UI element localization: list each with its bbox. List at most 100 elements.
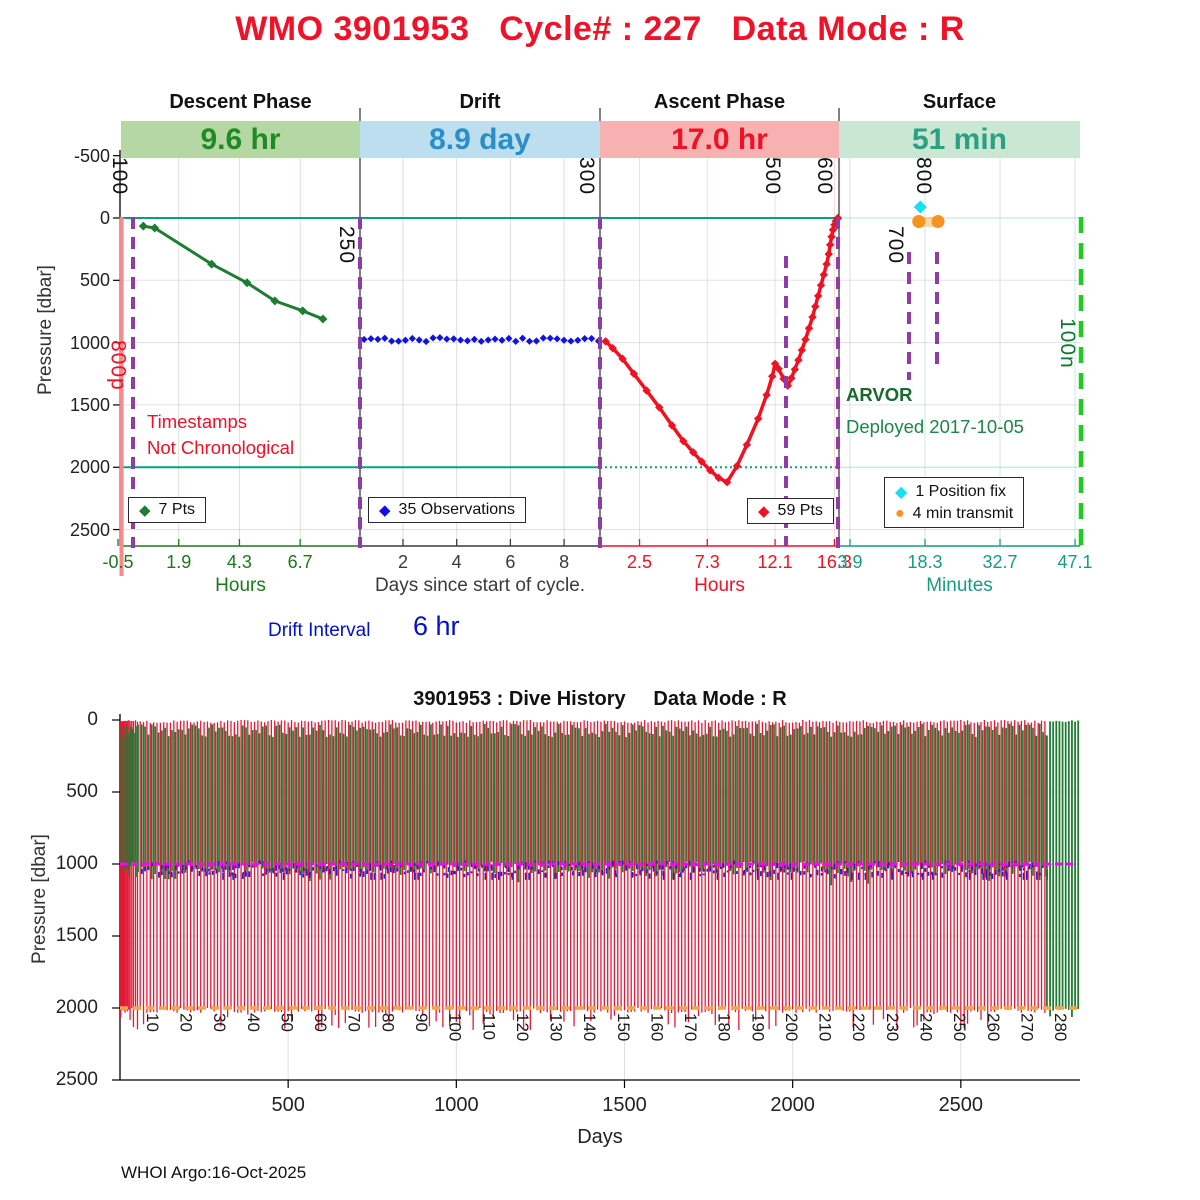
ascent-marker xyxy=(808,312,817,322)
event-line-label-100: 100 xyxy=(108,157,131,196)
top-x-tick-label: 47.1 xyxy=(1057,552,1093,572)
float-model-label: ARVOR xyxy=(846,384,913,405)
cycle-number-label: 200 xyxy=(781,1013,801,1042)
drift-marker xyxy=(381,334,389,342)
drift-marker xyxy=(553,335,561,343)
ascent-marker xyxy=(770,359,780,369)
transmit-marker xyxy=(931,214,945,228)
top-x-tick-label: 3.9 xyxy=(837,552,863,572)
legend-drift: ◆ 35 Observations xyxy=(368,497,527,523)
bottom-y-tick-label: 2500 xyxy=(55,1069,98,1090)
cycle-number-label: 230 xyxy=(882,1013,902,1042)
drift-marker xyxy=(587,334,596,343)
bottom-x-tick-label: 2000 xyxy=(770,1094,815,1116)
ascent-marker xyxy=(697,457,706,466)
drift-marker xyxy=(574,336,582,344)
drift-marker xyxy=(394,337,403,345)
ascent-marker xyxy=(667,421,677,430)
circle-icon: ● xyxy=(895,505,905,522)
top-x-tick-label: 6.7 xyxy=(287,552,313,572)
ascent-marker xyxy=(732,461,742,471)
ascent-marker xyxy=(813,291,823,301)
descent-marker xyxy=(150,223,160,233)
drift-marker xyxy=(498,336,506,344)
ascent-marker xyxy=(762,390,771,400)
cycle-number-label: 130 xyxy=(546,1013,566,1042)
ascent-marker xyxy=(790,365,800,374)
drift-marker xyxy=(429,334,437,342)
drift-marker xyxy=(491,335,499,343)
top-x-tick-label: 2.5 xyxy=(627,552,653,572)
drift-marker xyxy=(532,337,541,345)
cycle-number-label: 30 xyxy=(210,1013,230,1032)
drift-marker xyxy=(463,337,472,345)
top-x-tick-label: 18.3 xyxy=(907,552,943,572)
top-y-tick-label: -500 xyxy=(73,145,110,166)
cycle-number-label: 150 xyxy=(613,1013,633,1042)
phase-banner-ascent: 17.0 hr xyxy=(600,121,839,158)
ascent-marker xyxy=(608,344,617,353)
ascent-marker xyxy=(830,220,839,230)
event-line-label-500: 500 xyxy=(761,157,784,196)
top-y-tick-label: 2500 xyxy=(69,519,110,540)
drift-marker xyxy=(388,337,396,345)
top-y-tick-label: 1500 xyxy=(69,394,110,415)
bottom-y-tick-label: 2000 xyxy=(55,997,98,1018)
ascent-marker xyxy=(801,335,810,344)
descent-marker xyxy=(242,278,252,288)
bottom-y-tick-label: 0 xyxy=(87,709,98,730)
diamond-icon: ◆ xyxy=(379,501,391,519)
cycle-number-label: 240 xyxy=(916,1013,936,1042)
top-x-tick-label: 8 xyxy=(559,552,570,572)
cycle-number-label: 260 xyxy=(983,1013,1003,1042)
top-x-tick-label: 1.9 xyxy=(166,552,192,572)
cycle-number-label: 20 xyxy=(176,1013,196,1032)
descent-marker xyxy=(207,259,217,269)
legend-ascent-label: 59 Pts xyxy=(777,502,823,519)
diamond-icon: ◆ xyxy=(895,484,908,501)
ascent-marker xyxy=(828,225,838,235)
event-line-label-800p: 800p xyxy=(106,340,130,391)
phase-title-descent: Descent Phase xyxy=(169,91,312,113)
ascent-marker xyxy=(688,448,698,457)
legend-descent: ◆ 7 Pts xyxy=(128,497,207,523)
cycle-number-label: 270 xyxy=(1017,1013,1037,1042)
bottom-x-tick-label: 500 xyxy=(271,1094,305,1116)
page-title: WMO 3901953 Cycle# : 227 Data Mode : R xyxy=(235,10,965,48)
drift-marker xyxy=(477,337,485,345)
ascent-marker xyxy=(816,281,826,290)
ascent-marker xyxy=(819,270,829,279)
drift-marker xyxy=(456,336,465,344)
drift-marker xyxy=(450,335,458,343)
legend-position-fix-label: 1 Position fix xyxy=(915,483,1007,500)
phase-title-drift: Drift xyxy=(459,91,501,113)
event-line-label-800: 800 xyxy=(912,157,935,196)
event-line-label-600: 600 xyxy=(813,157,836,196)
ascent-axis-unit: Hours xyxy=(694,575,745,596)
legend-ascent: ◆ 59 Pts xyxy=(747,498,834,524)
top-x-tick-label: 32.7 xyxy=(982,552,1018,572)
cycle-number-label: 90 xyxy=(412,1013,431,1032)
drift-marker xyxy=(505,334,513,343)
drift-marker xyxy=(443,335,451,343)
cycle-number-label: 70 xyxy=(344,1013,364,1032)
surface-axis-unit: Minutes xyxy=(926,575,993,596)
timestamps-warning-line2: Not Chronological xyxy=(147,437,295,458)
drift-marker xyxy=(525,337,534,345)
ascent-marker xyxy=(768,372,777,381)
ascent-marker xyxy=(811,302,820,311)
drift-marker xyxy=(408,334,416,343)
drift-marker xyxy=(546,334,554,342)
cycle-number-label: 250 xyxy=(950,1013,970,1042)
ascent-marker xyxy=(618,354,627,364)
transmit-marker xyxy=(912,214,926,228)
position-fix-marker xyxy=(913,200,927,214)
cycle-number-label: 220 xyxy=(849,1013,869,1042)
ascent-marker xyxy=(753,414,763,423)
diamond-icon: ◆ xyxy=(139,501,151,519)
deployed-date-label: Deployed 2017-10-05 xyxy=(846,416,1024,437)
top-x-tick-label: 2 xyxy=(397,552,408,572)
descent-marker xyxy=(270,296,280,306)
